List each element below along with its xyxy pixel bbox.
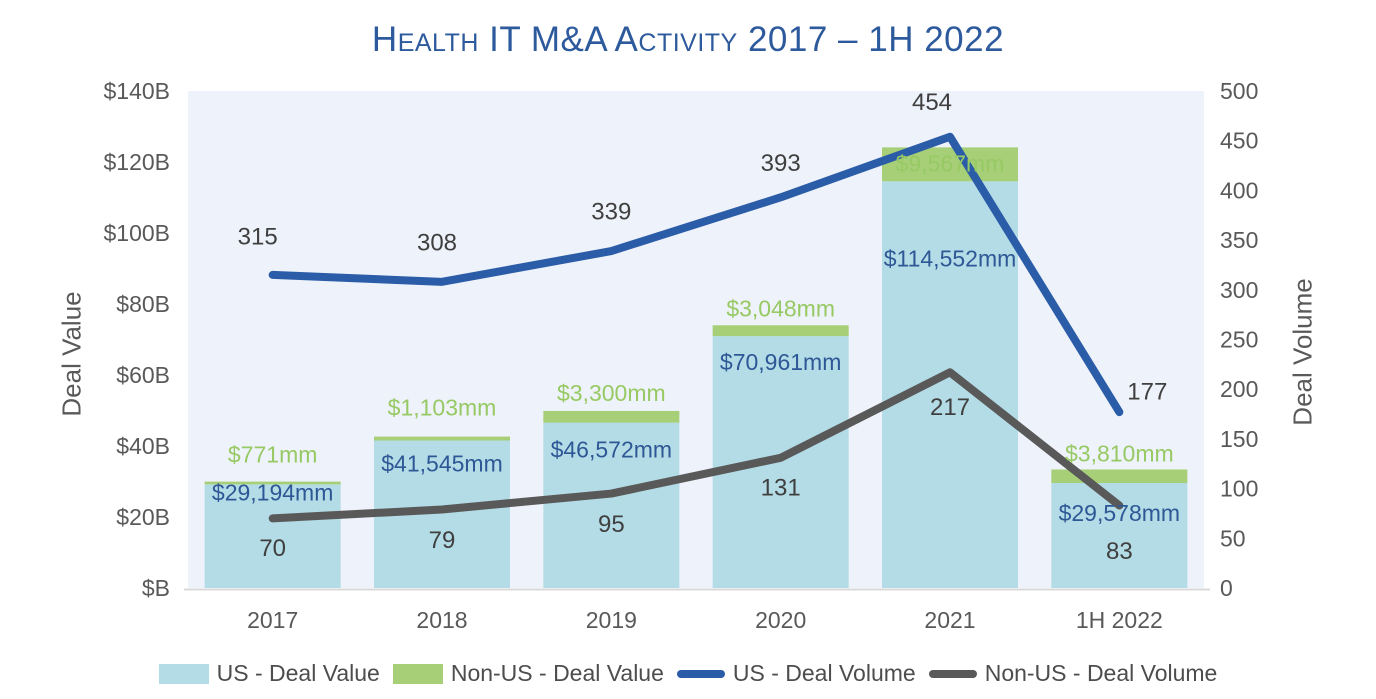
right-axis-tick-10: 500 (1220, 78, 1258, 104)
right-axis-tick-4: 200 (1220, 376, 1258, 402)
label-us-deal-value-2018: $41,545mm (381, 451, 502, 477)
chart-title: Health IT M&A Activity 2017 – 1H 2022 (371, 20, 1005, 59)
label-nonus-deal-volume-1h-2022: 83 (1106, 538, 1133, 565)
left-axis-tick-0: $B (142, 575, 170, 601)
label-nonus-deal-volume-2019: 95 (598, 511, 625, 538)
label-us-deal-volume-1h-2022: 177 (1127, 379, 1167, 406)
legend-item-nonus-deal-volume: Non-US - Deal Volume (928, 660, 1218, 687)
legend-item-nonus-deal-value: Non-US - Deal Value (392, 660, 664, 687)
label-nonus-deal-value-1h-2022: $3,810mm (1065, 440, 1174, 466)
nonus-deal-volume-line-icon (928, 669, 977, 678)
x-axis-label-2017: 2017 (247, 607, 298, 633)
plot-area (188, 91, 1204, 588)
left-axis-tick-3: $60B (116, 362, 170, 388)
label-nonus-deal-volume-2020: 131 (761, 474, 801, 501)
right-axis-tick-1: 50 (1220, 525, 1246, 551)
x-axis-label-2021: 2021 (924, 607, 975, 633)
bar-nonus-deal-value-2020 (712, 325, 849, 337)
left-axis-tick-5: $100B (103, 220, 170, 246)
legend: US - Deal Value Non-US - Deal Value US -… (0, 660, 1376, 687)
label-us-deal-value-1h-2022: $29,578mm (1059, 500, 1180, 526)
label-nonus-deal-value-2018: $1,103mm (388, 395, 497, 421)
label-us-deal-volume-2017: 315 (238, 223, 278, 250)
label-nonus-deal-volume-2021: 217 (930, 394, 970, 421)
right-axis-tick-6: 300 (1220, 277, 1258, 303)
label-nonus-deal-volume-2017: 70 (259, 535, 286, 562)
us-deal-volume-line-icon (676, 669, 725, 678)
label-nonus-deal-volume-2018: 79 (429, 527, 456, 554)
left-axis-tick-6: $120B (103, 149, 170, 175)
right-axis-tick-2: 100 (1220, 476, 1258, 502)
us-deal-value-swatch-icon (158, 663, 209, 684)
label-us-deal-value-2021: $114,552mm (884, 245, 1017, 271)
bar-us-deal-value-2019 (543, 422, 680, 588)
x-axis-label-2019: 2019 (586, 607, 637, 633)
label-us-deal-volume-2018: 308 (417, 229, 457, 256)
label-us-deal-value-2020: $70,961mm (720, 349, 841, 375)
bar-nonus-deal-value-2018 (374, 436, 510, 441)
label-us-deal-volume-2019: 339 (591, 199, 631, 226)
label-nonus-deal-value-2020: $3,048mm (726, 295, 835, 321)
bar-nonus-deal-value-2017 (204, 481, 341, 485)
legend-label-us-deal-value: US - Deal Value (216, 660, 380, 686)
label-us-deal-value-2019: $46,572mm (551, 437, 672, 463)
left-axis-tick-7: $140B (103, 78, 170, 104)
legend-label-us-deal-volume: US - Deal Volume (732, 660, 916, 686)
label-us-deal-value-2017: $29,194mm (212, 479, 333, 505)
right-axis-tick-5: 250 (1220, 327, 1258, 353)
bar-us-deal-value-2017 (204, 484, 341, 588)
bar-us-deal-value-1h-2022 (1051, 482, 1188, 588)
line-us-deal-volume (268, 132, 1124, 417)
left-axis-tick-2: $40B (116, 433, 170, 459)
legend-item-us-deal-value: US - Deal Value (158, 660, 380, 687)
bar-nonus-deal-value-2019 (543, 410, 680, 423)
left-axis-tick-1: $20B (116, 504, 170, 530)
nonus-deal-value-swatch-icon (392, 663, 443, 684)
right-axis-tick-9: 450 (1220, 128, 1258, 154)
label-us-deal-volume-2021: 454 (912, 89, 952, 116)
right-axis-tick-8: 400 (1220, 177, 1258, 203)
label-us-deal-volume-2020: 393 (761, 150, 801, 177)
right-axis-tick-0: 0 (1220, 575, 1233, 601)
bar-us-deal-value-2020 (712, 336, 849, 588)
x-axis-label-2020: 2020 (755, 607, 806, 633)
label-nonus-deal-value-2019: $3,300mm (557, 380, 666, 406)
line-non-us-deal-volume (268, 368, 1124, 523)
bar-us-deal-value-2021 (882, 181, 1018, 588)
label-nonus-deal-value-2017: $771mm (228, 442, 317, 468)
x-axis-label-1h-2022: 1H 2022 (1076, 607, 1163, 633)
right-axis-tick-3: 150 (1220, 426, 1258, 452)
legend-label-nonus-deal-value: Non-US - Deal Value (450, 660, 664, 686)
legend-label-nonus-deal-volume: Non-US - Deal Volume (984, 660, 1218, 686)
right-axis-tick-7: 350 (1220, 227, 1258, 253)
left-axis-tick-4: $80B (116, 291, 170, 317)
label-nonus-deal-value-2021: $9,567mm (896, 150, 1005, 176)
legend-item-us-deal-volume: US - Deal Volume (676, 660, 916, 687)
x-axis-label-2018: 2018 (416, 607, 467, 633)
